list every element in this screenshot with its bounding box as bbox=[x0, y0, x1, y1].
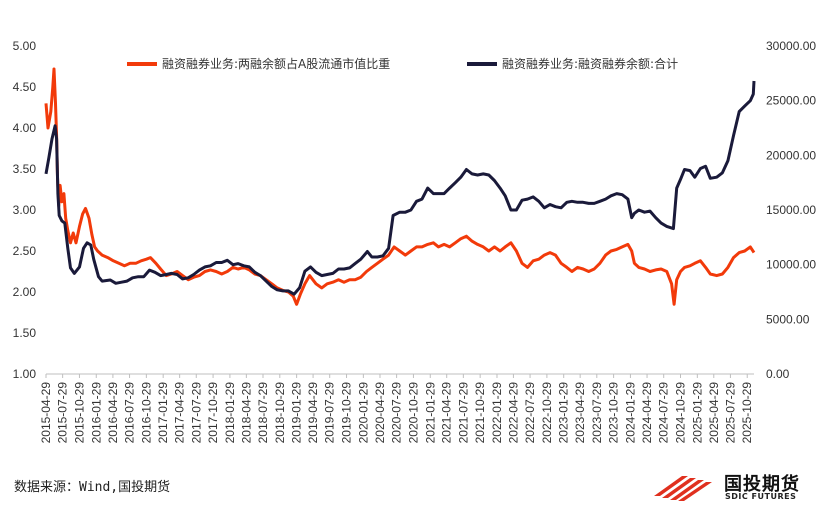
x-tick-label: 2021-07-29 bbox=[456, 382, 470, 444]
x-tick-label: 2015-07-29 bbox=[56, 382, 70, 444]
right-tick-label: 30000.00 bbox=[766, 39, 816, 53]
x-tick-label: 2017-10-29 bbox=[206, 382, 220, 444]
x-tick-label: 2022-04-29 bbox=[506, 382, 520, 444]
x-tick-label: 2022-07-29 bbox=[523, 382, 537, 444]
x-tick-label: 2015-04-29 bbox=[39, 382, 53, 444]
x-tick-label: 2023-10-29 bbox=[607, 382, 621, 444]
x-tick-label: 2018-07-29 bbox=[256, 382, 270, 444]
x-tick-label: 2018-01-29 bbox=[223, 382, 237, 444]
x-tick-label: 2016-04-29 bbox=[106, 382, 120, 444]
left-tick-label: 2.00 bbox=[13, 285, 37, 299]
x-tick-label: 2020-04-29 bbox=[373, 382, 387, 444]
left-tick-label: 1.50 bbox=[13, 326, 37, 340]
legend: 融资融券业务:两融余额占A股流通市值比重 融资融券业务:融资融券余额:合计 bbox=[127, 56, 678, 71]
x-tick-label: 2024-10-29 bbox=[674, 382, 688, 444]
right-tick-label: 25000.00 bbox=[766, 94, 816, 108]
x-tick-label: 2020-01-29 bbox=[356, 382, 370, 444]
left-tick-label: 1.00 bbox=[13, 367, 37, 381]
right-tick-label: 0.00 bbox=[766, 367, 790, 381]
series-line-1 bbox=[44, 67, 756, 306]
source-note: 数据来源：Wind,国投期货 bbox=[14, 480, 171, 495]
series-layer bbox=[44, 67, 756, 306]
logo-text-cn: 国投期货 bbox=[724, 474, 800, 495]
logo-text-en: SDIC FUTURES bbox=[725, 492, 797, 501]
x-tick-label: 2017-04-29 bbox=[173, 382, 187, 444]
left-tick-label: 3.50 bbox=[13, 162, 37, 176]
x-tick-label: 2025-01-29 bbox=[690, 382, 704, 444]
left-tick-label: 3.00 bbox=[13, 203, 37, 217]
brand-logo: 国投期货 SDIC FUTURES bbox=[652, 470, 828, 504]
right-tick-label: 15000.00 bbox=[766, 203, 816, 217]
x-tick-label: 2019-01-29 bbox=[290, 382, 304, 444]
sdic-logo-icon bbox=[654, 476, 712, 501]
x-tick-label: 2020-10-29 bbox=[406, 382, 420, 444]
x-tick-label: 2023-07-29 bbox=[590, 382, 604, 444]
left-tick-label: 4.50 bbox=[13, 80, 37, 94]
right-tick-label: 20000.00 bbox=[766, 148, 816, 162]
x-tick-label: 2019-04-29 bbox=[306, 382, 320, 444]
x-tick-label: 2025-04-29 bbox=[707, 382, 721, 444]
x-tick-label: 2024-04-29 bbox=[640, 382, 654, 444]
x-tick-label: 2021-01-29 bbox=[423, 382, 437, 444]
right-axis-ticks: 0.00 5000.00 10000.00 15000.00 20000.00 25000… bbox=[766, 39, 816, 381]
x-tick-label: 2021-10-29 bbox=[473, 382, 487, 444]
x-tick-label: 2017-07-29 bbox=[189, 382, 203, 444]
left-axis-ticks: 1.00 1.50 2.00 2.50 3.00 3.50 4.00 4.50 5.00 bbox=[13, 39, 37, 381]
x-tick-label: 2018-10-29 bbox=[273, 382, 287, 444]
x-tick-label: 2024-01-29 bbox=[623, 382, 637, 444]
x-tick-label: 2025-10-29 bbox=[740, 382, 754, 444]
left-tick-label: 5.00 bbox=[13, 39, 37, 53]
legend-label-series-1: 融资融券业务:两融余额占A股流通市值比重 bbox=[162, 56, 390, 71]
x-tick-label: 2016-10-29 bbox=[139, 382, 153, 444]
left-tick-label: 4.00 bbox=[13, 121, 37, 135]
legend-label-series-2: 融资融券业务:融资融券余额:合计 bbox=[502, 56, 678, 71]
x-axis-ticks: 2015-04-29 2015-07-29 2015-10-29 2016-01-29… bbox=[39, 374, 754, 443]
x-tick-label: 2023-01-29 bbox=[557, 382, 571, 444]
x-tick-label: 2021-04-29 bbox=[440, 382, 454, 444]
right-tick-label: 10000.00 bbox=[766, 258, 816, 272]
x-tick-label: 2022-10-29 bbox=[540, 382, 554, 444]
x-tick-label: 2019-10-29 bbox=[340, 382, 354, 444]
x-tick-label: 2024-07-29 bbox=[657, 382, 671, 444]
x-tick-label: 2016-07-29 bbox=[123, 382, 137, 444]
series-line-2 bbox=[44, 80, 756, 296]
x-tick-label: 2025-07-29 bbox=[723, 382, 737, 444]
right-tick-label: 5000.00 bbox=[766, 312, 810, 326]
x-tick-label: 2017-01-29 bbox=[156, 382, 170, 444]
x-tick-label: 2018-04-29 bbox=[239, 382, 253, 444]
x-tick-label: 2022-01-29 bbox=[490, 382, 504, 444]
x-tick-label: 2023-04-29 bbox=[573, 382, 587, 444]
x-tick-label: 2020-07-29 bbox=[390, 382, 404, 444]
left-tick-label: 2.50 bbox=[13, 244, 37, 258]
x-tick-label: 2016-01-29 bbox=[89, 382, 103, 444]
x-tick-label: 2015-10-29 bbox=[72, 382, 86, 444]
x-tick-label: 2019-07-29 bbox=[323, 382, 337, 444]
